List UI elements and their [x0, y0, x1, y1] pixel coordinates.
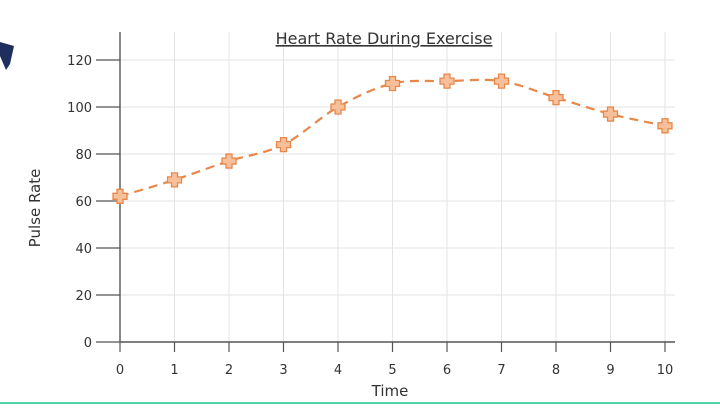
- y-axis-ticks: 0 20 40 60 80 100 120: [67, 54, 120, 351]
- x-tick-label: 1: [170, 363, 178, 378]
- x-tick-label: 6: [443, 363, 451, 378]
- x-tick-label: 5: [388, 363, 396, 378]
- data-point-marker: [602, 106, 619, 122]
- x-axis-label: Time: [371, 382, 409, 400]
- y-tick-label: 60: [75, 195, 92, 210]
- data-point-marker: [275, 136, 292, 153]
- data-point-marker: [330, 99, 346, 115]
- y-tick-label: 120: [67, 54, 92, 69]
- data-point-marker: [548, 89, 564, 106]
- x-tick-label: 9: [606, 363, 614, 378]
- x-tick-label: 0: [116, 363, 124, 378]
- data-point-marker: [166, 172, 183, 188]
- data-point-marker: [493, 73, 510, 89]
- x-tick-label: 3: [279, 363, 287, 378]
- y-tick-label: 40: [75, 242, 92, 257]
- data-point-marker: [439, 73, 455, 89]
- data-point-marker: [112, 188, 128, 204]
- x-tick-label: 4: [334, 363, 342, 378]
- y-tick-label: 80: [75, 148, 92, 163]
- x-axis-ticks: 0 1 2 3 4 5 6 7 8 9 10: [116, 342, 673, 378]
- y-tick-label: 0: [84, 336, 92, 351]
- x-tick-label: 2: [225, 363, 233, 378]
- corner-logo-fragment: [0, 42, 14, 70]
- y-tick-label: 20: [75, 289, 92, 304]
- series-line: [119, 78, 666, 198]
- data-point-marker: [221, 153, 237, 169]
- x-tick-label: 10: [657, 363, 674, 378]
- series-pulse-rate: [112, 73, 673, 204]
- y-tick-label: 100: [67, 101, 92, 116]
- chart-title: Heart Rate During Exercise: [276, 29, 493, 48]
- grid-lines: [119, 32, 675, 343]
- x-tick-label: 8: [552, 363, 560, 378]
- y-axis-label: Pulse Rate: [26, 169, 44, 248]
- axes: [119, 32, 675, 343]
- data-point-marker: [384, 75, 401, 92]
- x-tick-label: 7: [497, 363, 505, 378]
- data-point-marker: [657, 118, 673, 134]
